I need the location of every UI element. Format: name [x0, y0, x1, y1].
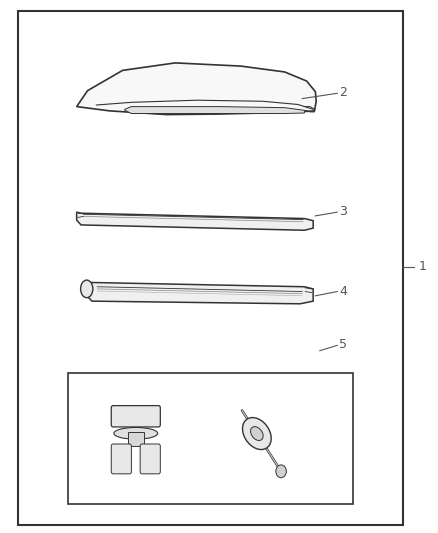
Bar [128, 432, 144, 446]
FancyBboxPatch shape [111, 444, 131, 474]
Text: 2: 2 [339, 86, 347, 99]
Polygon shape [77, 212, 313, 230]
Text: 5: 5 [339, 338, 347, 351]
Ellipse shape [114, 427, 158, 439]
Text: 3: 3 [339, 205, 347, 218]
Polygon shape [85, 282, 313, 304]
Polygon shape [125, 107, 304, 114]
Ellipse shape [81, 280, 93, 297]
Polygon shape [77, 63, 316, 115]
Bar [68, 373, 353, 504]
Circle shape [276, 465, 286, 478]
FancyBboxPatch shape [111, 406, 160, 427]
Ellipse shape [251, 426, 263, 440]
Ellipse shape [243, 417, 271, 449]
FancyBboxPatch shape [140, 444, 160, 474]
Bar [18, 11, 403, 525]
Text: 4: 4 [339, 285, 347, 297]
Text: 1: 1 [418, 260, 426, 273]
